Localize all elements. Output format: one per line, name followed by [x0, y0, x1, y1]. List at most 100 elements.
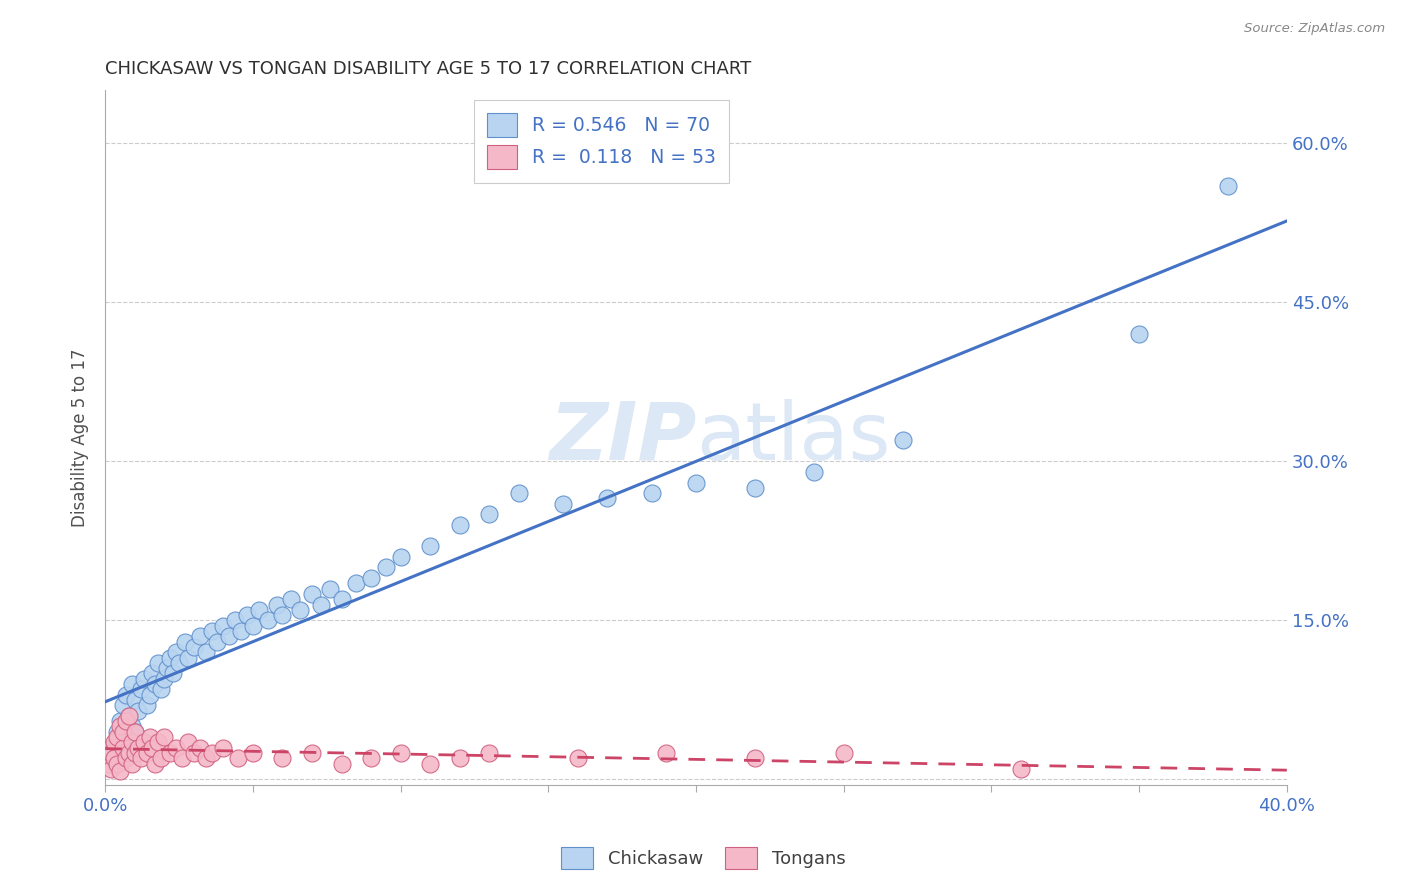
Point — [194, 751, 217, 765]
Point — [150, 751, 173, 765]
Point — [159, 650, 181, 665]
Point — [167, 656, 190, 670]
Point — [242, 618, 264, 632]
Point — [478, 746, 501, 760]
Point — [419, 756, 441, 771]
Point — [150, 682, 173, 697]
Point — [744, 751, 766, 765]
Point — [111, 735, 134, 749]
Point — [132, 735, 155, 749]
Point — [145, 756, 167, 771]
Point — [360, 751, 382, 765]
Point — [145, 677, 167, 691]
Text: atlas: atlas — [696, 399, 890, 476]
Point — [153, 672, 176, 686]
Point — [100, 762, 122, 776]
Point — [229, 624, 252, 638]
Point — [449, 751, 471, 765]
Point — [121, 719, 143, 733]
Point — [271, 608, 294, 623]
Point — [271, 751, 294, 765]
Point — [148, 656, 170, 670]
Point — [124, 724, 146, 739]
Point — [188, 629, 211, 643]
Point — [100, 740, 122, 755]
Point — [247, 603, 270, 617]
Point — [127, 740, 149, 755]
Legend: R = 0.546   N = 70, R =  0.118   N = 53: R = 0.546 N = 70, R = 0.118 N = 53 — [474, 100, 730, 183]
Point — [118, 709, 141, 723]
Point — [124, 693, 146, 707]
Point — [301, 746, 323, 760]
Point — [132, 672, 155, 686]
Point — [111, 740, 134, 755]
Point — [183, 640, 205, 654]
Point — [1216, 178, 1239, 193]
Point — [121, 677, 143, 691]
Point — [105, 756, 128, 771]
Point — [105, 730, 128, 744]
Point — [135, 746, 157, 760]
Point — [121, 756, 143, 771]
Point — [226, 751, 249, 765]
Point — [1128, 327, 1150, 342]
Point — [177, 735, 200, 749]
Point — [194, 645, 217, 659]
Y-axis label: Disability Age 5 to 17: Disability Age 5 to 17 — [72, 348, 89, 527]
Point — [165, 645, 187, 659]
Point — [111, 698, 134, 713]
Point — [165, 740, 187, 755]
Point — [108, 764, 131, 778]
Point — [891, 433, 914, 447]
Text: Source: ZipAtlas.com: Source: ZipAtlas.com — [1244, 22, 1385, 36]
Point — [108, 714, 131, 728]
Point — [301, 587, 323, 601]
Point — [803, 465, 825, 479]
Point — [159, 746, 181, 760]
Point — [170, 751, 193, 765]
Point — [389, 746, 412, 760]
Point — [224, 614, 246, 628]
Point — [141, 666, 163, 681]
Text: CHICKASAW VS TONGAN DISABILITY AGE 5 TO 17 CORRELATION CHART: CHICKASAW VS TONGAN DISABILITY AGE 5 TO … — [105, 60, 751, 78]
Point — [115, 714, 138, 728]
Point — [141, 740, 163, 755]
Point — [124, 724, 146, 739]
Point — [129, 682, 152, 697]
Point — [212, 740, 235, 755]
Point — [148, 735, 170, 749]
Point — [389, 549, 412, 564]
Point — [256, 614, 278, 628]
Point — [138, 688, 160, 702]
Point — [174, 634, 197, 648]
Point — [508, 486, 530, 500]
Point — [478, 508, 501, 522]
Point — [685, 475, 707, 490]
Point — [551, 497, 574, 511]
Point — [200, 624, 222, 638]
Point — [177, 650, 200, 665]
Point — [236, 608, 259, 623]
Text: ZIP: ZIP — [548, 399, 696, 476]
Point — [212, 618, 235, 632]
Point — [288, 603, 311, 617]
Point — [1010, 762, 1032, 776]
Point — [330, 756, 353, 771]
Point — [135, 698, 157, 713]
Point — [127, 704, 149, 718]
Point — [360, 571, 382, 585]
Point — [115, 730, 138, 744]
Point — [242, 746, 264, 760]
Point — [596, 491, 619, 506]
Point — [309, 598, 332, 612]
Point — [153, 730, 176, 744]
Point — [319, 582, 342, 596]
Point — [108, 746, 131, 760]
Point — [330, 592, 353, 607]
Point — [118, 709, 141, 723]
Point — [118, 740, 141, 755]
Point — [162, 666, 184, 681]
Legend: Chickasaw, Tongans: Chickasaw, Tongans — [551, 838, 855, 879]
Point — [188, 740, 211, 755]
Point — [105, 724, 128, 739]
